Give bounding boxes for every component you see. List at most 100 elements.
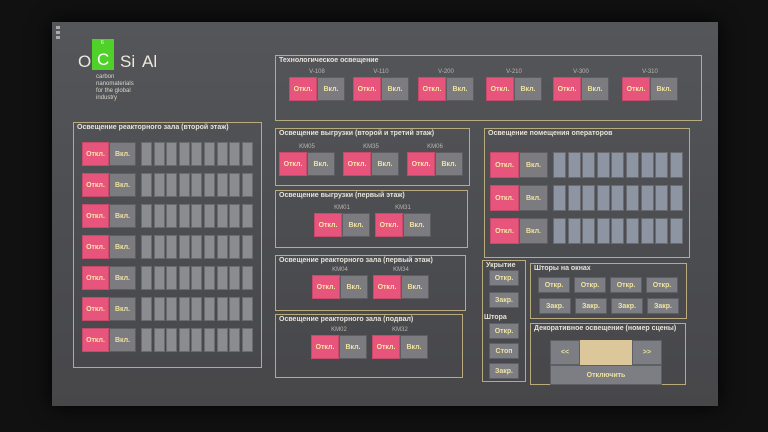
on-button[interactable]: Вкл. [371,152,399,176]
off-button[interactable]: Откл. [407,152,435,176]
on-button[interactable]: Вкл. [401,275,429,299]
off-button[interactable]: Откл. [372,335,400,359]
lamp-indicator [582,185,596,211]
blind-open-button-4[interactable]: Откр. [646,277,678,293]
on-button[interactable]: Вкл. [307,152,335,176]
scene-prev-button[interactable]: << [550,340,580,365]
curtain-stop-button[interactable]: Стоп [489,343,519,359]
on-button[interactable]: Вкл. [109,297,136,321]
blind-open-button-2[interactable]: Откр. [574,277,606,293]
on-button[interactable]: Вкл. [650,77,678,101]
on-button[interactable]: Вкл. [342,213,370,237]
on-button[interactable]: Вкл. [400,335,428,359]
cover-panel: Укрытие [482,260,526,382]
on-button[interactable]: Вкл. [109,142,136,166]
on-button[interactable]: Вкл. [446,77,474,101]
on-button[interactable]: Вкл. [109,204,136,228]
curtain-open-button[interactable]: Откр. [489,323,519,339]
on-button[interactable]: Вкл. [317,77,345,101]
circuit-label: KM31 [395,205,411,211]
lamp-indicator [178,297,190,321]
lamp-indicator [166,297,178,321]
off-button[interactable]: Откл. [82,142,109,166]
off-button[interactable]: Откл. [82,235,109,259]
circuit-label: KM35 [363,144,379,150]
on-button[interactable]: Вкл. [340,275,368,299]
blind-open-button-1[interactable]: Откр. [538,277,570,293]
cover-close-button[interactable]: Закр. [489,292,519,308]
off-button[interactable]: Откл. [486,77,514,101]
off-button[interactable]: Откл. [279,152,307,176]
off-button[interactable]: Откл. [375,213,403,237]
circuit-label: KM34 [393,267,409,273]
scene-next-button[interactable]: >> [632,340,662,365]
lamp-indicator [216,142,228,166]
on-button[interactable]: Вкл. [435,152,463,176]
lamp-indicator [567,152,581,178]
blind-close-button-3[interactable]: Закр. [611,298,643,314]
lamp-indicator [241,142,253,166]
tech-switch-V-310: V-310 Откл. Вкл. [622,69,678,101]
lamp-indicator [166,142,178,166]
off-button[interactable]: Откл. [353,77,381,101]
on-button[interactable]: Вкл. [109,235,136,259]
off-button[interactable]: Откл. [82,297,109,321]
off-button[interactable]: Откл. [622,77,650,101]
blind-close-button-2[interactable]: Закр. [575,298,607,314]
off-button[interactable]: Откл. [82,204,109,228]
off-button[interactable]: Откл. [490,152,519,178]
blind-close-button-1[interactable]: Закр. [539,298,571,314]
on-button[interactable]: Вкл. [381,77,409,101]
off-button[interactable]: Откл. [82,328,109,352]
lamp-indicator [141,235,152,259]
lamp-indicator [178,328,190,352]
on-button[interactable]: Вкл. [514,77,542,101]
off-button[interactable]: Откл. [373,275,401,299]
on-button[interactable]: Вкл. [519,152,548,178]
lamp-indicator [229,142,241,166]
decor-off-button[interactable]: Отключить [550,365,662,385]
off-button[interactable]: Откл. [490,185,519,211]
tech-lighting-panel: Технологическое освещение [275,55,702,121]
on-button[interactable]: Вкл. [339,335,367,359]
reactor2-row-switch: Откл. Вкл. [82,204,136,228]
blind-open-button-3[interactable]: Откр. [610,277,642,293]
on-button[interactable]: Вкл. [109,173,136,197]
lamp-indicator [626,152,639,178]
on-button[interactable]: Вкл. [581,77,609,101]
off-button[interactable]: Откл. [314,213,342,237]
lamp-indicator [204,235,215,259]
off-button[interactable]: Откл. [82,173,109,197]
off-button[interactable]: Откл. [312,275,340,299]
lamp-indicator [178,235,190,259]
off-button[interactable]: Откл. [82,266,109,290]
on-button[interactable]: Вкл. [403,213,431,237]
circuit-label: V-210 [506,69,522,75]
lamp-indicator [655,152,669,178]
lamp-indicator [191,235,203,259]
lamp-indicator [141,142,152,166]
off-button[interactable]: Откл. [418,77,446,101]
lamp-indicator [640,152,654,178]
off-button[interactable]: Откл. [553,77,581,101]
lamp-indicator [216,235,228,259]
lamp-indicator [178,204,190,228]
on-button[interactable]: Вкл. [109,266,136,290]
lamp-indicator [166,266,178,290]
off-button[interactable]: Откл. [343,152,371,176]
on-button[interactable]: Вкл. [519,185,548,211]
off-button[interactable]: Откл. [490,218,519,244]
off-button[interactable]: Откл. [289,77,317,101]
lamp-indicator [229,297,241,321]
cover-open-button[interactable]: Откр. [489,270,519,286]
lamp-indicator [241,235,253,259]
on-button[interactable]: Вкл. [519,218,548,244]
curtain-close-button[interactable]: Закр. [489,363,519,379]
lamp-indicator [166,235,178,259]
menu-dots-icon[interactable] [56,26,60,40]
on-button[interactable]: Вкл. [109,328,136,352]
off-button[interactable]: Откл. [311,335,339,359]
unload1-switch: KM01 Откл. Вкл. [314,205,370,237]
lamp-indicator [153,297,165,321]
blind-close-button-4[interactable]: Закр. [647,298,679,314]
